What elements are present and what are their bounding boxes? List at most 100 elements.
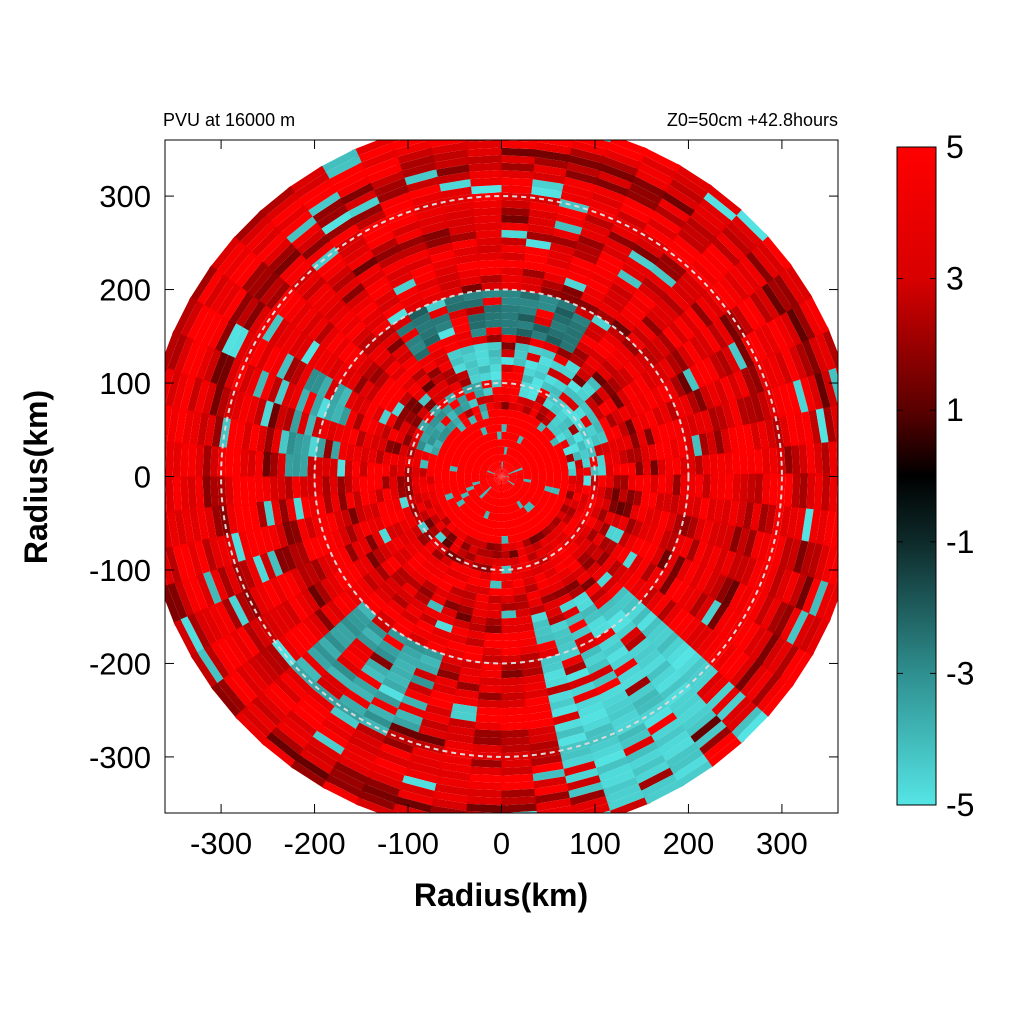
heatmap-cell (731, 449, 741, 477)
heatmap-cell (501, 729, 532, 739)
heatmap-cell (423, 541, 438, 555)
heatmap-cell (574, 339, 594, 356)
heatmap-cell (380, 424, 393, 441)
heatmap-cell (598, 415, 611, 431)
heatmap-cell (536, 804, 577, 813)
heatmap-cell (455, 422, 467, 433)
heatmap-cell (362, 504, 374, 522)
heatmap-cell (503, 483, 507, 492)
heatmap-cell (610, 542, 626, 560)
heatmap-cell (565, 767, 602, 784)
heatmap-cell (672, 532, 687, 556)
heatmap-cell (785, 378, 802, 415)
heatmap-cell (808, 506, 822, 544)
heatmap-cell (403, 410, 417, 426)
heatmap-cell (351, 412, 365, 432)
heatmap-cell (517, 629, 538, 641)
heatmap-cell (441, 573, 457, 587)
heatmap-cell (765, 275, 793, 312)
heatmap-cell (408, 191, 443, 208)
heatmap-cell (578, 400, 593, 415)
heatmap-cell (503, 462, 508, 470)
heatmap-cell (552, 710, 583, 726)
heatmap-cell (408, 263, 435, 280)
heatmap-cell (429, 257, 457, 271)
heatmap-cell (211, 683, 243, 720)
heatmap-cell (479, 444, 487, 453)
heatmap-cell (573, 687, 602, 705)
heatmap-cell (419, 476, 428, 486)
heatmap-cell (499, 274, 523, 284)
heatmap-cell (292, 476, 301, 501)
heatmap-cell (299, 340, 320, 367)
heatmap-cell (512, 461, 520, 468)
heatmap-cell (345, 443, 356, 463)
heatmap-cell (431, 567, 447, 581)
heatmap-cell (527, 433, 537, 444)
heatmap-cell (677, 758, 716, 788)
heatmap-cell (699, 324, 722, 354)
heatmap-cell (434, 379, 450, 393)
heatmap-cell (739, 331, 762, 364)
heatmap-cell (657, 474, 666, 494)
heatmap-cell (508, 448, 514, 456)
heatmap-cell (554, 632, 577, 648)
heatmap-cell (536, 431, 546, 442)
heatmap-cell (557, 731, 590, 748)
heatmap-cell (461, 352, 477, 364)
heatmap-cell (442, 341, 460, 355)
heatmap-cell (302, 368, 321, 394)
heatmap-cell (255, 614, 280, 646)
heatmap-cell (336, 654, 363, 678)
heatmap-cell (238, 559, 257, 592)
heatmap-cell (286, 709, 320, 739)
heatmap-cell (385, 525, 399, 542)
heatmap-cell (492, 394, 502, 403)
heatmap-cell (679, 220, 712, 249)
heatmap-cell (778, 412, 792, 447)
heatmap-cell (711, 684, 743, 716)
heatmap-cell (312, 730, 348, 757)
heatmap-cell (462, 450, 472, 459)
heatmap-cell (480, 467, 488, 472)
heatmap-cell (582, 326, 603, 344)
heatmap-cell (689, 562, 708, 589)
heatmap-cell (434, 783, 472, 797)
heatmap-cell (420, 451, 431, 462)
heatmap-cell (166, 406, 180, 446)
heatmap-cell (475, 506, 484, 516)
heatmap-cell (523, 512, 533, 522)
heatmap-cell (671, 416, 685, 440)
heatmap-cell (673, 610, 697, 637)
heatmap-cell (209, 476, 220, 510)
heatmap-cell (373, 421, 386, 439)
heatmap-cell (593, 307, 616, 326)
heatmap-cell (439, 334, 458, 348)
heatmap-cell (625, 330, 646, 352)
heatmap-cell (499, 476, 502, 484)
heatmap-cell (494, 536, 503, 544)
heatmap-cell (814, 330, 836, 371)
heatmap-cell (475, 458, 484, 466)
x-tick-label: 200 (663, 826, 715, 861)
heatmap-cell (275, 353, 295, 382)
heatmap-cell (481, 482, 489, 488)
heatmap-cell (568, 584, 587, 600)
heatmap-cell (570, 680, 598, 697)
heatmap-cell (245, 529, 261, 560)
heatmap-cell (754, 238, 786, 275)
heatmap-cell (498, 162, 535, 172)
heatmap-cell (439, 761, 475, 775)
heatmap-cell (574, 458, 584, 469)
heatmap-cell (663, 351, 683, 376)
heatmap-cell (534, 127, 575, 140)
heatmap-cell (495, 498, 500, 507)
heatmap-cell (651, 404, 666, 426)
heatmap-cell (330, 169, 368, 194)
heatmap-cell (500, 401, 510, 410)
heatmap-cell (534, 307, 555, 320)
heatmap-cell (606, 644, 631, 665)
heatmap-cell (681, 338, 703, 365)
heatmap-cell (457, 376, 472, 389)
heatmap-cell (185, 304, 211, 343)
